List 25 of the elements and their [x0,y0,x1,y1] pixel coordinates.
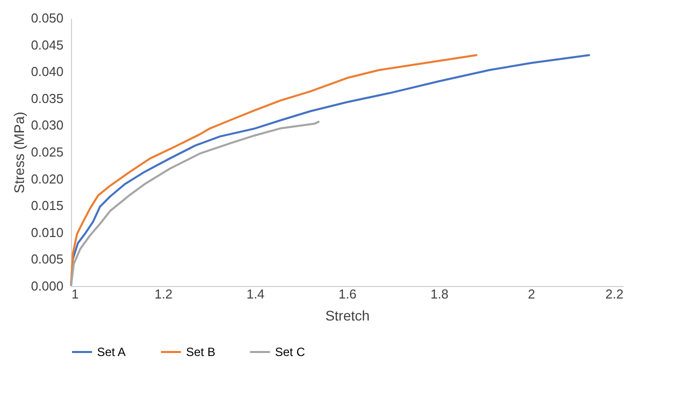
y-tick-label: 0.020 [30,171,64,186]
x-tick-label: 2 [528,286,536,302]
x-tick-label: 1.2 [154,286,173,302]
legend-label: Set B [186,345,216,359]
y-tick-label: 0.030 [30,118,64,133]
y-tick-label: 0.045 [30,37,64,52]
y-tick-label: 0.050 [30,10,64,26]
line-series [70,54,478,287]
y-tick-label: 0.040 [30,64,64,80]
x-tick-label: 1.6 [338,286,357,302]
legend-label: Set A [97,345,126,359]
y-tick-label: 0.035 [30,90,64,106]
line-series [70,120,320,287]
legend-label: Set C [275,345,306,359]
x-tick-label: 1.4 [246,286,265,302]
x-tick-label: 2.2 [605,286,624,302]
y-tick-label: 0.005 [30,252,64,267]
y-tick-label: 0.000 [30,278,64,294]
x-tick-label: 1 [72,286,79,302]
y-tick-label: 0.025 [30,144,64,160]
y-tick-label: 0.010 [30,224,64,240]
y-tick-label: 0.015 [30,198,64,214]
x-tick-label: 1.8 [430,286,449,302]
y-axis-title: Stress (MPa) [10,112,27,194]
x-axis-title: Stretch [325,308,370,324]
